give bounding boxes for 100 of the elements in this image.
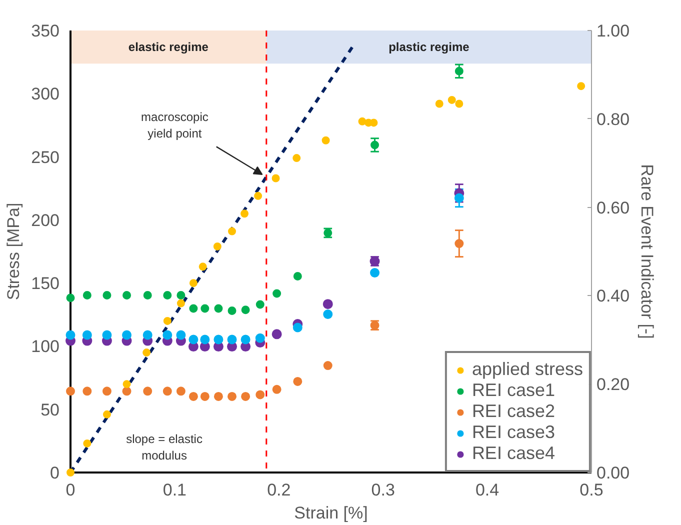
legend-label: REI case2 [472, 401, 555, 422]
point [240, 334, 250, 344]
point [214, 334, 224, 344]
point [200, 334, 210, 344]
point [82, 291, 92, 300]
point [162, 330, 172, 340]
x-axis-title: Strain [%] [294, 504, 368, 522]
point [122, 330, 132, 340]
point [122, 291, 132, 300]
point [143, 291, 152, 300]
point [228, 227, 236, 236]
x-tick-label: 0.5 [580, 480, 604, 500]
point [454, 193, 464, 203]
point [272, 174, 280, 182]
point [214, 392, 223, 401]
point [102, 386, 112, 396]
x-tick-label: 0.2 [267, 480, 291, 500]
point [82, 330, 92, 340]
band-label: plastic regime [388, 40, 470, 54]
point [122, 386, 132, 396]
y-tick-label: 100 [31, 337, 60, 356]
point [188, 334, 198, 344]
point [228, 306, 236, 315]
point [163, 291, 172, 300]
y2-tick-label: 0.60 [596, 198, 630, 218]
point [213, 242, 222, 250]
point [272, 329, 282, 340]
point [82, 386, 92, 396]
point [370, 268, 380, 278]
point [66, 386, 75, 396]
point [176, 299, 185, 308]
point [293, 376, 302, 386]
point [228, 392, 237, 401]
point [102, 330, 112, 340]
x-tick-label: 0.4 [475, 480, 500, 500]
y-tick-label: 250 [31, 148, 60, 167]
band-label: elastic regime [128, 40, 209, 54]
point [188, 392, 198, 401]
x-tick-label: 0 [66, 480, 76, 500]
y2-tick-label: 1.00 [596, 22, 630, 40]
point [162, 386, 172, 396]
y2-tick-label: 0.80 [596, 110, 630, 129]
point [102, 291, 112, 300]
y-tick-label: 200 [31, 210, 60, 230]
point [198, 262, 207, 271]
point [143, 386, 152, 396]
point [176, 291, 186, 300]
annotation: macroscopic yield point [141, 110, 208, 141]
legend-label: applied stress [472, 359, 583, 380]
y-tick-label: 150 [31, 274, 60, 294]
point [256, 390, 265, 400]
point [370, 140, 380, 150]
y-tick-label: 0 [50, 464, 60, 482]
y2-tick-label: 0.40 [596, 286, 630, 306]
point [142, 330, 152, 340]
point [455, 100, 464, 108]
y-tick-label: 50 [40, 400, 60, 420]
y-tick-label: 300 [31, 84, 60, 104]
point [66, 468, 74, 476]
point [323, 361, 332, 370]
y-tick-label: 350 [31, 22, 60, 40]
point [272, 289, 282, 298]
point [293, 272, 302, 280]
point [189, 279, 198, 288]
point [435, 100, 444, 108]
point [292, 322, 302, 332]
point [358, 117, 366, 126]
y2-axis-title: Rare Event Indicator [-] [638, 164, 657, 339]
point [577, 82, 586, 90]
point [102, 410, 111, 418]
point [255, 333, 265, 343]
point [454, 239, 464, 248]
point [254, 192, 262, 200]
point [240, 210, 249, 218]
point [454, 66, 464, 76]
point [66, 330, 76, 340]
point [322, 299, 333, 310]
point [272, 384, 282, 394]
point [200, 304, 210, 313]
point [322, 136, 330, 144]
legend-label: REI case4 [472, 443, 555, 464]
point [83, 439, 92, 448]
point [227, 334, 237, 344]
point [256, 300, 264, 309]
y2-tick-label: 0.20 [596, 375, 630, 394]
point [176, 386, 186, 396]
point [176, 330, 186, 340]
point [200, 392, 210, 401]
legend-label: REI case3 [472, 422, 555, 443]
point [241, 392, 250, 401]
x-tick-label: 0.1 [162, 480, 187, 500]
x-tick-label: 0.3 [371, 480, 395, 500]
point [122, 380, 131, 388]
point [163, 316, 172, 325]
point [448, 96, 456, 104]
point [189, 304, 198, 313]
point [66, 294, 75, 302]
y2-tick-label: 0.00 [596, 464, 630, 482]
point [241, 306, 250, 314]
legend-label: REI case1 [472, 380, 555, 401]
